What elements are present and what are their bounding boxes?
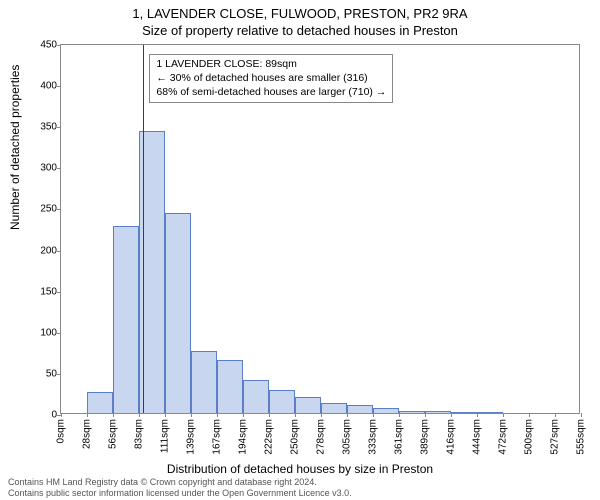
x-tick-mark: [243, 413, 244, 417]
y-tick-label: 300: [40, 163, 57, 174]
y-tick-mark: [57, 374, 61, 375]
x-axis-label: Distribution of detached houses by size …: [0, 462, 600, 476]
histogram-bar: [425, 411, 451, 413]
x-tick-label: 139sqm: [186, 419, 197, 455]
x-tick-label: 333sqm: [368, 419, 379, 455]
y-tick-label: 50: [46, 368, 57, 379]
histogram-bar: [165, 213, 191, 413]
y-tick-label: 200: [40, 245, 57, 256]
x-tick-mark: [321, 413, 322, 417]
x-tick-label: 222sqm: [264, 419, 275, 455]
annotation-line: 1 LAVENDER CLOSE: 89sqm: [156, 58, 386, 72]
x-tick-mark: [503, 413, 504, 417]
x-tick-mark: [165, 413, 166, 417]
x-tick-label: 416sqm: [446, 419, 457, 455]
histogram-bar: [477, 412, 503, 413]
page-title-1: 1, LAVENDER CLOSE, FULWOOD, PRESTON, PR2…: [0, 6, 600, 21]
footer-line-1: Contains HM Land Registry data © Crown c…: [8, 477, 352, 487]
x-tick-mark: [113, 413, 114, 417]
y-tick-mark: [57, 127, 61, 128]
x-tick-mark: [139, 413, 140, 417]
x-tick-mark: [373, 413, 374, 417]
histogram-bar: [373, 408, 399, 413]
x-tick-label: 278sqm: [316, 419, 327, 455]
x-tick-label: 389sqm: [420, 419, 431, 455]
y-axis-label: Number of detached properties: [8, 65, 22, 230]
x-tick-label: 444sqm: [472, 419, 483, 455]
x-tick-label: 56sqm: [108, 419, 119, 449]
annotation-line: 68% of semi-detached houses are larger (…: [156, 86, 386, 100]
y-tick-label: 100: [40, 327, 57, 338]
property-marker-line: [143, 45, 144, 413]
x-tick-mark: [295, 413, 296, 417]
x-tick-mark: [451, 413, 452, 417]
y-tick-mark: [57, 209, 61, 210]
histogram-bar: [295, 397, 321, 413]
histogram-bar: [321, 403, 347, 413]
x-tick-label: 472sqm: [498, 419, 509, 455]
attribution-footer: Contains HM Land Registry data © Crown c…: [8, 477, 352, 498]
y-tick-mark: [57, 45, 61, 46]
x-tick-mark: [61, 413, 62, 417]
y-tick-mark: [57, 168, 61, 169]
y-tick-mark: [57, 86, 61, 87]
page-title-2: Size of property relative to detached ho…: [0, 23, 600, 38]
x-tick-label: 167sqm: [212, 419, 223, 455]
x-tick-label: 305sqm: [342, 419, 353, 455]
x-tick-label: 527sqm: [550, 419, 561, 455]
y-tick-mark: [57, 292, 61, 293]
x-tick-label: 250sqm: [290, 419, 301, 455]
y-tick-mark: [57, 251, 61, 252]
x-tick-mark: [347, 413, 348, 417]
footer-line-2: Contains public sector information licen…: [8, 488, 352, 498]
histogram-bar: [451, 412, 477, 413]
x-tick-mark: [399, 413, 400, 417]
x-tick-mark: [269, 413, 270, 417]
x-tick-label: 28sqm: [82, 419, 93, 449]
histogram-bar: [269, 390, 295, 413]
annotation-box: 1 LAVENDER CLOSE: 89sqm← 30% of detached…: [149, 54, 393, 103]
histogram-bar: [347, 405, 373, 413]
x-tick-label: 555sqm: [576, 419, 587, 455]
x-tick-mark: [581, 413, 582, 417]
x-tick-mark: [87, 413, 88, 417]
histogram-bar: [191, 351, 217, 413]
x-tick-label: 83sqm: [134, 419, 145, 449]
y-tick-mark: [57, 333, 61, 334]
histogram-bar: [217, 360, 243, 413]
x-tick-label: 500sqm: [524, 419, 535, 455]
x-tick-label: 111sqm: [160, 419, 171, 453]
y-tick-label: 450: [40, 40, 57, 51]
x-tick-mark: [555, 413, 556, 417]
histogram-bar: [243, 380, 269, 413]
x-tick-mark: [529, 413, 530, 417]
x-tick-mark: [425, 413, 426, 417]
x-tick-mark: [477, 413, 478, 417]
x-tick-label: 361sqm: [394, 419, 405, 455]
histogram-bar: [113, 226, 139, 413]
x-tick-mark: [217, 413, 218, 417]
y-tick-label: 350: [40, 122, 57, 133]
x-tick-mark: [191, 413, 192, 417]
histogram-bar: [399, 411, 425, 413]
y-tick-label: 250: [40, 204, 57, 215]
y-tick-label: 400: [40, 81, 57, 92]
x-tick-label: 194sqm: [238, 419, 249, 455]
annotation-line: ← 30% of detached houses are smaller (31…: [156, 72, 386, 86]
histogram-chart: 0501001502002503003504004500sqm28sqm56sq…: [60, 44, 580, 414]
histogram-bar: [87, 392, 113, 413]
y-tick-label: 150: [40, 286, 57, 297]
x-tick-label: 0sqm: [56, 419, 67, 443]
